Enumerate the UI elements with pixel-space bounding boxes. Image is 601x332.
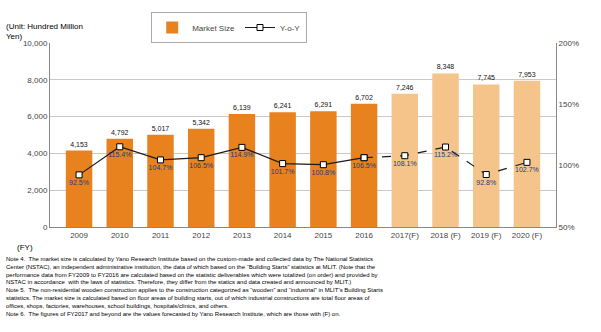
svg-text:2010: 2010 [111, 231, 129, 240]
svg-text:(Unit: Hundred MillionYen): (Unit: Hundred MillionYen) [6, 22, 83, 41]
svg-text:5,342: 5,342 [192, 119, 210, 126]
svg-text:2011: 2011 [152, 231, 170, 240]
svg-text:2013: 2013 [233, 231, 251, 240]
svg-text:5,017: 5,017 [152, 125, 170, 132]
svg-text:6,241: 6,241 [274, 102, 292, 109]
svg-text:2018 (F): 2018 (F) [430, 231, 461, 240]
svg-text:2015: 2015 [314, 231, 332, 240]
svg-text:2014: 2014 [274, 231, 292, 240]
svg-text:(FY): (FY) [17, 243, 33, 252]
svg-text:6,291: 6,291 [315, 101, 333, 108]
svg-text:104.7%: 104.7% [149, 164, 173, 171]
svg-text:Note 4. The market size is ca: Note 4. The market size is calculated by… [6, 256, 383, 317]
svg-text:4,000: 4,000 [27, 149, 48, 158]
svg-text:2012: 2012 [192, 231, 210, 240]
svg-text:Y-o-Y: Y-o-Y [280, 24, 300, 33]
svg-text:2016: 2016 [355, 231, 373, 240]
svg-text:200%: 200% [559, 39, 579, 48]
svg-text:6,000: 6,000 [27, 112, 48, 121]
svg-text:10,000: 10,000 [23, 39, 48, 48]
svg-text:2,000: 2,000 [27, 186, 48, 195]
svg-text:106.5%: 106.5% [189, 162, 213, 169]
svg-text:92.8%: 92.8% [476, 179, 496, 186]
svg-text:115.4%: 115.4% [108, 151, 131, 158]
svg-text:50%: 50% [559, 223, 575, 232]
svg-text:100%: 100% [559, 161, 579, 170]
svg-text:102.7%: 102.7% [515, 166, 539, 173]
svg-text:2009: 2009 [70, 231, 88, 240]
svg-text:4,153: 4,153 [70, 141, 88, 148]
svg-text:4,792: 4,792 [111, 129, 129, 136]
svg-text:106.5%: 106.5% [352, 162, 376, 169]
svg-text:100.8%: 100.8% [311, 169, 335, 176]
svg-text:2017(F): 2017(F) [391, 231, 419, 240]
svg-text:101.7%: 101.7% [271, 168, 295, 175]
svg-text:7,953: 7,953 [518, 71, 536, 78]
svg-text:92.5%: 92.5% [69, 179, 89, 186]
svg-text:150%: 150% [559, 100, 579, 109]
svg-text:7,745: 7,745 [477, 74, 495, 81]
svg-text:115.2%: 115.2% [434, 151, 457, 158]
svg-text:6,702: 6,702 [355, 94, 373, 101]
svg-text:6,139: 6,139 [233, 104, 251, 111]
svg-text:0: 0 [43, 223, 48, 232]
svg-text:108.1%: 108.1% [393, 160, 417, 167]
svg-text:2019 (F): 2019 (F) [471, 231, 502, 240]
svg-text:2020 (F): 2020 (F) [512, 231, 543, 240]
svg-text:114.9%: 114.9% [230, 151, 253, 158]
svg-text:7,246: 7,246 [396, 84, 414, 91]
svg-text:8,348: 8,348 [437, 63, 455, 70]
svg-text:8,000: 8,000 [27, 76, 48, 85]
svg-text:Market Size: Market Size [192, 24, 235, 33]
